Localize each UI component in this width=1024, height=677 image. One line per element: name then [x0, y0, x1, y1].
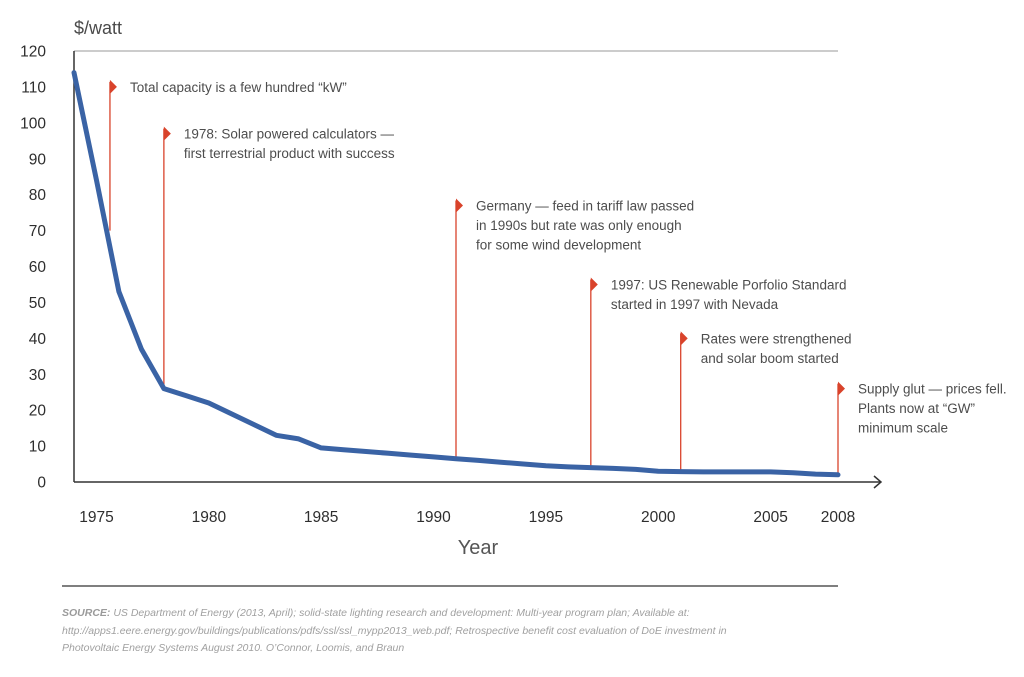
y-tick-label: 0 — [37, 475, 46, 492]
y-tick-label: 60 — [29, 259, 47, 276]
x-axis-arrow-icon — [873, 475, 883, 489]
y-tick-label: 110 — [21, 79, 46, 96]
annotation-text: 1978: Solar powered calculators — — [184, 127, 395, 142]
x-tick-label: 1990 — [416, 509, 451, 526]
annotation-text: and solar boom started — [701, 351, 839, 366]
y-tick-label: 50 — [29, 295, 47, 312]
annotations: Total capacity is a few hundred “kW” 1978… — [109, 79, 1007, 475]
annotation-text: minimum scale — [858, 421, 948, 436]
y-tick-label: 90 — [29, 151, 47, 168]
y-tick-labels: 0 10 20 30 40 50 60 70 80 90 100 110 120 — [20, 44, 46, 492]
annotation-text: Rates were strengthened — [701, 331, 852, 346]
annotation-text: 1997: US Renewable Porfolio Standard — [611, 277, 847, 292]
x-axis-label: Year — [458, 537, 499, 559]
y-tick-label: 80 — [29, 187, 47, 204]
source-label: SOURCE: — [62, 607, 111, 619]
annotation-flag-icon — [838, 381, 845, 396]
x-tick-label: 2005 — [753, 509, 787, 526]
annotation-flag-icon — [456, 198, 463, 213]
annotation-flag-icon — [590, 277, 598, 292]
annotation-text: Supply glut — prices fell. — [858, 382, 1007, 397]
x-tick-label: 2008 — [821, 509, 855, 526]
annotation-flag-icon — [109, 79, 117, 94]
y-tick-label: 20 — [29, 403, 47, 420]
x-tick-label: 1985 — [304, 509, 338, 526]
solar-cost-series-line — [71, 70, 841, 478]
x-tick-label: 1995 — [529, 509, 563, 526]
y-tick-label: 10 — [29, 439, 47, 456]
y-tick-label: 100 — [20, 115, 46, 132]
source-note: SOURCE: US Department of Energy (2013, A… — [62, 605, 782, 658]
annotation-text: Plants now at “GW” — [858, 401, 975, 416]
y-axis-label: $/watt — [74, 18, 122, 38]
annotation-text: first terrestrial product with success — [184, 146, 395, 161]
y-tick-label: 40 — [29, 331, 47, 348]
x-tick-label: 1975 — [79, 509, 113, 526]
x-tick-label: 1980 — [192, 509, 227, 526]
annotation-text: started in 1997 with Nevada — [611, 297, 779, 312]
x-tick-labels: 1975 1980 1985 1990 1995 2000 2005 2008 — [79, 509, 855, 526]
y-tick-label: 70 — [29, 223, 47, 240]
x-tick-label: 2000 — [641, 509, 676, 526]
annotation-flag-icon — [163, 126, 171, 141]
y-tick-label: 120 — [20, 44, 46, 61]
annotation-text: for some wind development — [476, 237, 641, 252]
source-text: US Department of Energy (2013, April); s… — [62, 607, 727, 654]
y-tick-label: 30 — [29, 367, 47, 384]
annotation-text: Germany — feed in tariff law passed — [476, 198, 694, 213]
annotation-text: Total capacity is a few hundred “kW” — [130, 80, 347, 95]
annotation-flag-icon — [680, 331, 688, 346]
annotation-text: in 1990s but rate was only enough — [476, 218, 682, 233]
